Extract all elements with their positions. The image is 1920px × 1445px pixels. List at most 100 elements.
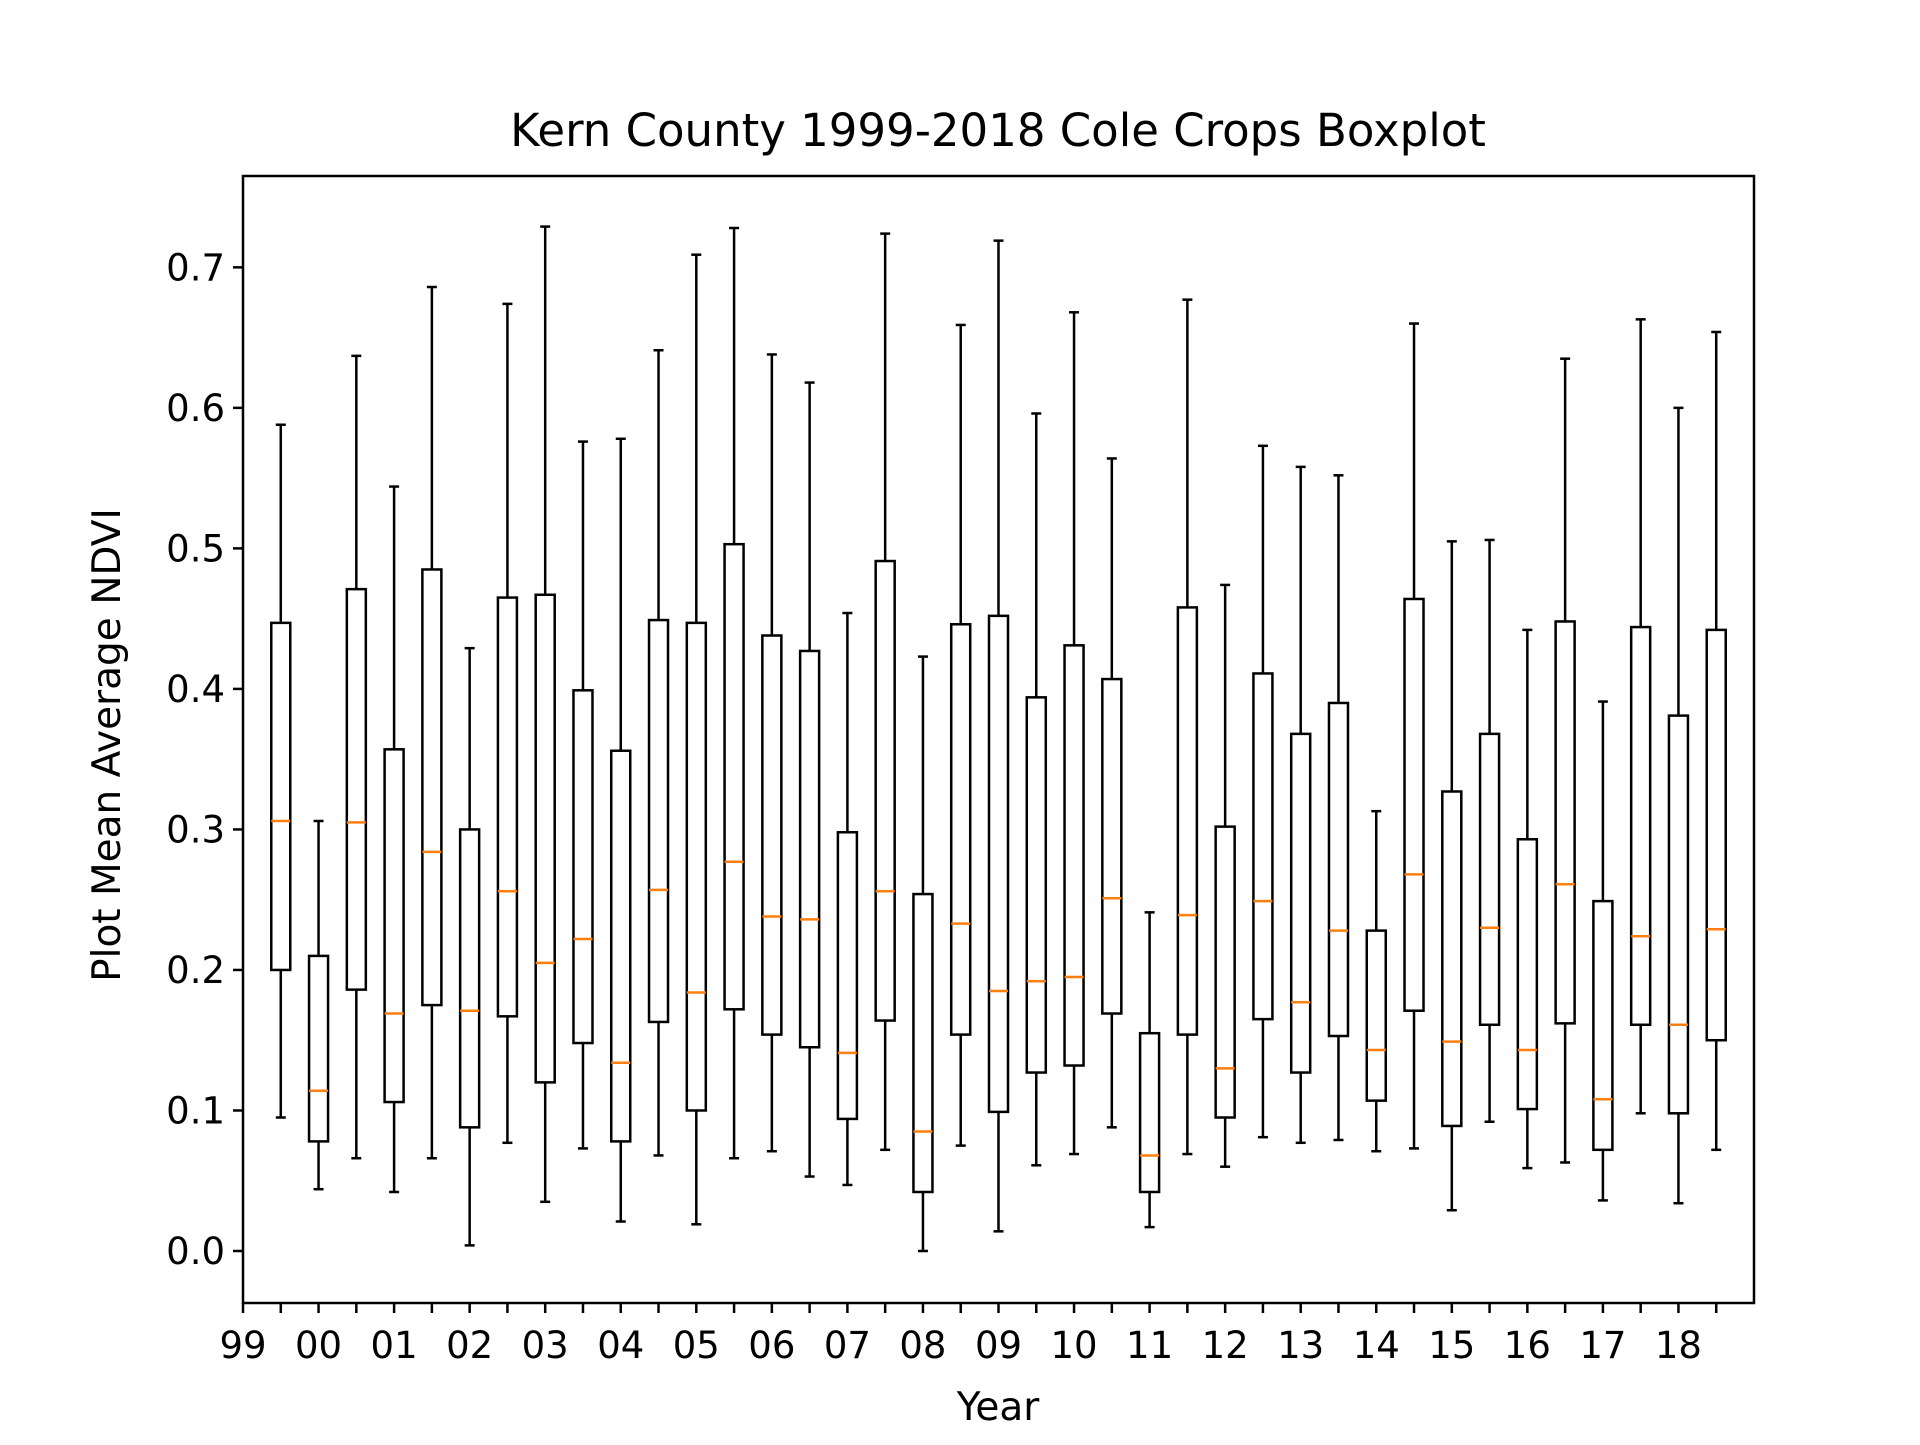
x-tick-label: 04 xyxy=(597,1324,644,1367)
box-6 xyxy=(458,646,481,1247)
iqr-box xyxy=(1289,732,1312,1074)
x-tick-label: 00 xyxy=(295,1324,342,1367)
iqr-box xyxy=(534,593,556,1084)
x-tick-label: 17 xyxy=(1579,1324,1626,1367)
iqr-box xyxy=(1516,838,1539,1111)
x-tick-label: 15 xyxy=(1428,1324,1475,1367)
x-axis-label: Year xyxy=(956,1385,1041,1430)
y-axis-label: Plot Mean Average NDVI xyxy=(85,508,130,982)
iqr-box xyxy=(307,954,330,1143)
x-tick-label: 08 xyxy=(899,1324,946,1367)
iqr-box xyxy=(1025,696,1048,1074)
box-11 xyxy=(647,348,670,1157)
iqr-box xyxy=(1176,606,1199,1036)
iqr-box xyxy=(1252,672,1274,1021)
iqr-box xyxy=(458,828,481,1129)
box-12 xyxy=(685,253,708,1226)
box-9 xyxy=(572,440,594,1150)
x-tick-label: 11 xyxy=(1126,1324,1173,1367)
x-tick-label: 06 xyxy=(748,1324,795,1367)
iqr-box xyxy=(1403,597,1425,1012)
box-38 xyxy=(1667,406,1690,1205)
y-tick-label: 0.6 xyxy=(166,387,225,430)
box-31 xyxy=(1403,322,1425,1150)
x-tick-label: 01 xyxy=(371,1324,418,1367)
iqr-box xyxy=(1554,620,1576,1025)
y-tick-label: 0.1 xyxy=(166,1089,225,1132)
box-19 xyxy=(949,323,972,1147)
iqr-box xyxy=(949,623,972,1036)
x-tick-label: 09 xyxy=(975,1324,1022,1367)
iqr-box xyxy=(1705,628,1727,1042)
box-25 xyxy=(1176,298,1199,1156)
iqr-box xyxy=(1592,899,1614,1152)
box-23 xyxy=(1101,457,1123,1129)
iqr-box xyxy=(383,748,405,1104)
iqr-box xyxy=(1214,825,1236,1119)
y-tick-label: 0.4 xyxy=(166,668,225,711)
iqr-box xyxy=(1101,677,1123,1015)
x-tick-label: 18 xyxy=(1655,1324,1702,1367)
box-24 xyxy=(1138,911,1161,1229)
iqr-box xyxy=(798,649,821,1049)
box-29 xyxy=(1327,474,1350,1142)
iqr-box xyxy=(572,689,594,1045)
iqr-box xyxy=(496,596,519,1018)
iqr-box xyxy=(836,830,859,1121)
iqr-box xyxy=(647,618,670,1024)
box-15 xyxy=(798,381,821,1178)
box-39 xyxy=(1705,330,1727,1152)
iqr-box xyxy=(610,749,632,1143)
box-28 xyxy=(1289,465,1312,1145)
iqr-box xyxy=(723,542,745,1011)
box-1 xyxy=(270,423,292,1119)
box-4 xyxy=(383,485,405,1194)
iqr-box xyxy=(987,614,1010,1114)
box-26 xyxy=(1214,583,1236,1168)
iqr-box xyxy=(1063,644,1085,1067)
x-tick-label: 10 xyxy=(1051,1324,1098,1367)
box-13 xyxy=(723,226,745,1160)
box-21 xyxy=(1025,412,1048,1167)
box-35 xyxy=(1554,357,1576,1164)
iqr-box xyxy=(1138,1031,1161,1194)
box-22 xyxy=(1063,311,1085,1156)
iqr-box xyxy=(270,621,292,972)
box-36 xyxy=(1592,700,1614,1202)
iqr-box xyxy=(685,621,708,1112)
iqr-box xyxy=(1327,701,1350,1038)
y-tick-label: 0.0 xyxy=(166,1230,225,1273)
box-7 xyxy=(496,302,519,1145)
box-3 xyxy=(345,354,368,1160)
x-tick-label: 99 xyxy=(219,1324,266,1367)
box-18 xyxy=(912,655,934,1253)
box-2 xyxy=(307,819,330,1191)
x-tick-label: 07 xyxy=(824,1324,871,1367)
iqr-box xyxy=(1667,714,1690,1115)
chart-title: Kern County 1999-2018 Cole Crops Boxplot xyxy=(510,104,1486,157)
box-17 xyxy=(874,232,896,1152)
box-34 xyxy=(1516,628,1539,1170)
iqr-box xyxy=(345,587,368,991)
box-30 xyxy=(1365,809,1387,1153)
x-axis: 99 00 01 02 03 04 05 06 07 08 09 10 11 12 13 14 15 16 17 18 xyxy=(219,1303,1718,1367)
iqr-box xyxy=(421,568,443,1007)
iqr-box xyxy=(874,559,896,1022)
y-tick-label: 0.7 xyxy=(166,246,225,289)
y-tick-label: 0.3 xyxy=(166,808,225,851)
plot-area xyxy=(270,225,1727,1253)
box-5 xyxy=(421,285,443,1160)
x-tick-label: 02 xyxy=(446,1324,493,1367)
x-tick-label: 03 xyxy=(522,1324,569,1367)
x-tick-label: 14 xyxy=(1353,1324,1400,1367)
y-tick-label: 0.5 xyxy=(166,527,225,570)
box-20 xyxy=(987,239,1010,1233)
box-32 xyxy=(1441,540,1463,1212)
y-tick-label: 0.2 xyxy=(166,949,225,992)
iqr-box xyxy=(1365,929,1387,1102)
iqr-box xyxy=(1629,625,1652,1027)
box-33 xyxy=(1478,538,1501,1123)
box-10 xyxy=(610,437,632,1223)
